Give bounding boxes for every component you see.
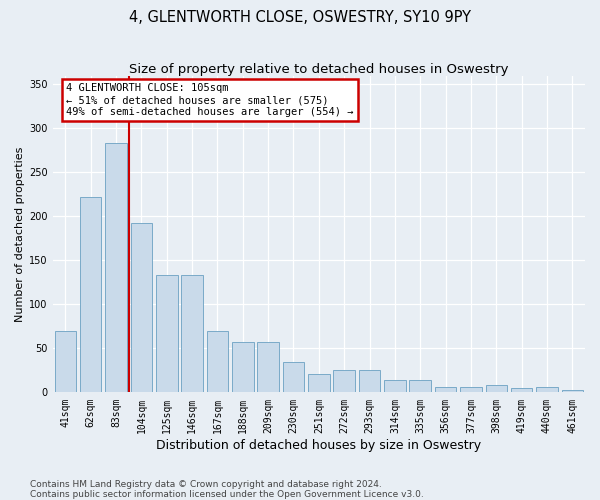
- X-axis label: Distribution of detached houses by size in Oswestry: Distribution of detached houses by size …: [156, 440, 481, 452]
- Bar: [232, 342, 254, 392]
- Bar: [334, 370, 355, 392]
- Title: Size of property relative to detached houses in Oswestry: Size of property relative to detached ho…: [129, 62, 509, 76]
- Bar: [435, 387, 457, 392]
- Bar: [409, 380, 431, 392]
- Bar: [181, 276, 203, 392]
- Bar: [257, 342, 279, 392]
- Y-axis label: Number of detached properties: Number of detached properties: [15, 146, 25, 322]
- Bar: [55, 331, 76, 392]
- Bar: [511, 388, 532, 392]
- Text: 4, GLENTWORTH CLOSE, OSWESTRY, SY10 9PY: 4, GLENTWORTH CLOSE, OSWESTRY, SY10 9PY: [129, 10, 471, 25]
- Bar: [384, 380, 406, 392]
- Bar: [460, 387, 482, 392]
- Bar: [562, 390, 583, 392]
- Bar: [105, 144, 127, 392]
- Bar: [80, 197, 101, 392]
- Bar: [359, 370, 380, 392]
- Bar: [485, 384, 507, 392]
- Bar: [156, 276, 178, 392]
- Bar: [206, 331, 228, 392]
- Bar: [308, 374, 329, 392]
- Bar: [131, 222, 152, 392]
- Text: 4 GLENTWORTH CLOSE: 105sqm
← 51% of detached houses are smaller (575)
49% of sem: 4 GLENTWORTH CLOSE: 105sqm ← 51% of deta…: [66, 84, 353, 116]
- Bar: [283, 362, 304, 392]
- Bar: [536, 387, 558, 392]
- Text: Contains HM Land Registry data © Crown copyright and database right 2024.
Contai: Contains HM Land Registry data © Crown c…: [30, 480, 424, 499]
